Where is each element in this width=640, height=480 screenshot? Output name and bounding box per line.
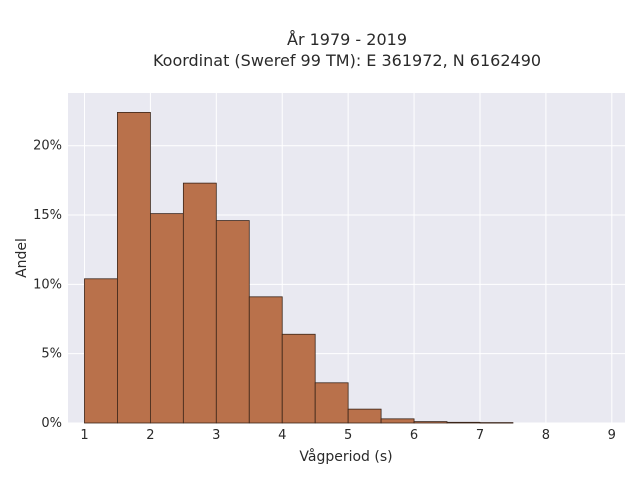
y-tick-label: 20% (33, 139, 62, 154)
x-tick-labels: 1 2 3 4 5 6 7 8 9 (80, 428, 616, 443)
x-tick-label: 1 (80, 428, 88, 443)
histogram-bar (314, 382, 349, 424)
histogram-bar (380, 418, 415, 424)
y-tick-labels: 0% 5% 10% 15% 20% (33, 139, 62, 431)
x-tick-label: 7 (476, 428, 484, 443)
x-tick-label: 4 (278, 428, 286, 443)
histogram-bar (248, 296, 283, 424)
x-tick-label: 2 (146, 428, 154, 443)
x-tick-label: 5 (344, 428, 352, 443)
y-axis-title: Andel (14, 238, 30, 278)
chart-title-line2: Koordinat (Sweref 99 TM): E 361972, N 61… (153, 51, 541, 70)
y-tick-label: 5% (41, 347, 62, 362)
x-tick-label: 8 (542, 428, 550, 443)
y-tick-label: 10% (33, 277, 62, 292)
x-tick-label: 6 (410, 428, 418, 443)
histogram-bar (149, 213, 184, 424)
histogram-bar (347, 408, 382, 424)
histogram-bar (215, 220, 250, 424)
chart-title-line1: År 1979 - 2019 (287, 30, 407, 49)
y-tick-label: 0% (41, 416, 62, 431)
histogram-bar (182, 182, 217, 424)
histogram-bar (84, 278, 118, 424)
x-axis-title: Vågperiod (s) (299, 448, 392, 465)
x-tick-label: 9 (608, 428, 616, 443)
histogram-bar (479, 422, 514, 424)
histogram-bar (117, 112, 151, 424)
x-tick-label: 3 (212, 428, 220, 443)
histogram-bar (281, 333, 316, 424)
histogram-bar (446, 421, 481, 424)
histogram-bar (413, 421, 448, 424)
bars (84, 112, 514, 424)
y-tick-label: 15% (33, 208, 62, 223)
